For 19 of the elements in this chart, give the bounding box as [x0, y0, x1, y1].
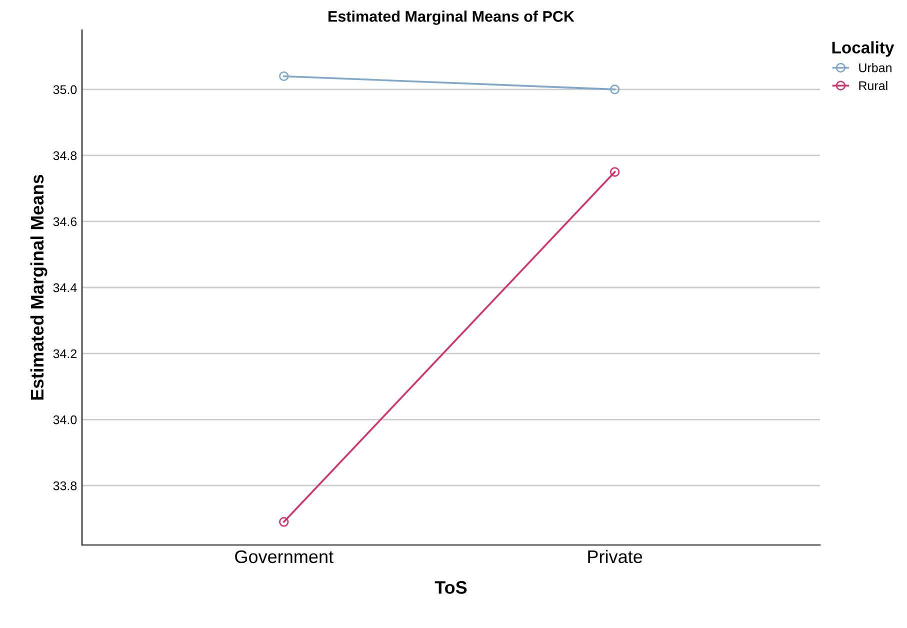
y-tick-label: 34.4	[53, 283, 77, 292]
y-axis-title: Estimated Marginal Means	[30, 174, 48, 400]
y-tick-label: 34.8	[53, 151, 77, 160]
x-tick-label: Private	[588, 550, 642, 564]
point	[610, 84, 620, 94]
x-tick-label: Government	[235, 550, 334, 564]
y-tick-label: 34.0	[53, 415, 77, 424]
y-tick-label: 35.0	[53, 85, 77, 94]
point	[279, 517, 289, 527]
legend-label: Urban	[859, 63, 892, 72]
legend-label: Rural	[859, 80, 888, 90]
y-tick-label: 34.6	[53, 217, 77, 226]
x-axis-title: ToS	[434, 581, 467, 594]
point	[279, 71, 289, 82]
y-tick-label: 34.2	[53, 349, 77, 358]
point	[610, 167, 620, 177]
chart-title: Estimated Marginal Means of PCK	[328, 10, 574, 25]
legend-title: Locality	[832, 41, 894, 57]
y-tick-label: 33.8	[53, 481, 77, 490]
